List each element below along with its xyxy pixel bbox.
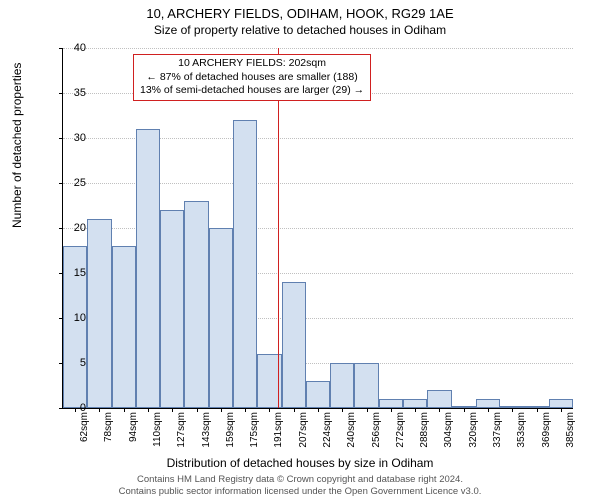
histogram-bar	[476, 399, 500, 408]
xtick-mark	[99, 408, 100, 412]
xtick-mark	[342, 408, 343, 412]
xtick-mark	[221, 408, 222, 412]
callout-box: 10 ARCHERY FIELDS: 202sqm← 87% of detach…	[133, 54, 371, 101]
xtick-label: 288sqm	[419, 412, 430, 448]
histogram-bar	[549, 399, 573, 408]
xtick-mark	[488, 408, 489, 412]
ytick-mark	[59, 48, 63, 49]
xtick-label: 110sqm	[152, 412, 163, 447]
ytick-label: 10	[74, 312, 86, 324]
xtick-label: 320sqm	[468, 412, 479, 448]
reference-line	[278, 48, 279, 408]
chart-title: 10, ARCHERY FIELDS, ODIHAM, HOOK, RG29 1…	[0, 0, 600, 21]
xtick-mark	[561, 408, 562, 412]
histogram-bar	[330, 363, 354, 408]
xtick-label: 191sqm	[273, 412, 284, 448]
x-axis-label: Distribution of detached houses by size …	[0, 456, 600, 470]
xtick-mark	[415, 408, 416, 412]
attribution-footer: Contains HM Land Registry data © Crown c…	[0, 474, 600, 498]
xtick-label: 385sqm	[565, 412, 576, 448]
ytick-label: 15	[74, 267, 86, 279]
xtick-mark	[464, 408, 465, 412]
histogram-bar	[379, 399, 403, 408]
xtick-label: 272sqm	[395, 412, 406, 448]
xtick-label: 207sqm	[298, 412, 309, 448]
xtick-mark	[197, 408, 198, 412]
xtick-label: 369sqm	[541, 412, 552, 448]
xtick-label: 353sqm	[516, 412, 527, 448]
ytick-mark	[59, 228, 63, 229]
footer-line-2: Contains public sector information licen…	[0, 486, 600, 498]
xtick-mark	[75, 408, 76, 412]
xtick-label: 127sqm	[176, 412, 187, 448]
xtick-label: 159sqm	[225, 412, 236, 448]
xtick-mark	[172, 408, 173, 412]
footer-line-1: Contains HM Land Registry data © Crown c…	[0, 474, 600, 486]
ytick-mark	[59, 93, 63, 94]
histogram-bar	[354, 363, 378, 408]
xtick-label: 224sqm	[322, 412, 333, 448]
histogram-bar	[306, 381, 330, 408]
xtick-mark	[391, 408, 392, 412]
chart-container: 10, ARCHERY FIELDS, ODIHAM, HOOK, RG29 1…	[0, 0, 600, 500]
xtick-label: 337sqm	[492, 412, 503, 448]
ytick-mark	[59, 183, 63, 184]
xtick-mark	[124, 408, 125, 412]
histogram-bar	[112, 246, 136, 408]
ytick-mark	[59, 408, 63, 409]
ytick-label: 40	[74, 42, 86, 54]
gridline	[63, 48, 573, 49]
plot-area: 62sqm78sqm94sqm110sqm127sqm143sqm159sqm1…	[62, 48, 572, 408]
histogram-bar	[403, 399, 427, 408]
callout-line: 13% of semi-detached houses are larger (…	[140, 84, 364, 98]
xtick-label: 175sqm	[249, 412, 260, 448]
callout-line: 10 ARCHERY FIELDS: 202sqm	[140, 57, 364, 71]
xtick-label: 304sqm	[443, 412, 454, 448]
xtick-label: 62sqm	[79, 412, 90, 442]
ytick-label: 0	[80, 402, 86, 414]
ytick-label: 25	[74, 177, 86, 189]
xtick-mark	[318, 408, 319, 412]
xtick-mark	[367, 408, 368, 412]
xtick-mark	[512, 408, 513, 412]
xtick-mark	[245, 408, 246, 412]
histogram-bar	[136, 129, 160, 408]
histogram-bar	[184, 201, 208, 408]
xtick-label: 78sqm	[103, 412, 114, 442]
ytick-label: 30	[74, 132, 86, 144]
chart-subtitle: Size of property relative to detached ho…	[0, 21, 600, 37]
xtick-mark	[537, 408, 538, 412]
y-axis-label: Number of detached properties	[10, 63, 24, 228]
xtick-label: 240sqm	[346, 412, 357, 448]
histogram-bar	[160, 210, 184, 408]
histogram-bar	[427, 390, 451, 408]
histogram-bar	[87, 219, 111, 408]
ytick-label: 35	[74, 87, 86, 99]
histogram-bar	[233, 120, 257, 408]
histogram-bar	[282, 282, 306, 408]
ytick-mark	[59, 138, 63, 139]
histogram-bar	[209, 228, 233, 408]
xtick-mark	[294, 408, 295, 412]
xtick-mark	[269, 408, 270, 412]
callout-line: ← 87% of detached houses are smaller (18…	[140, 71, 364, 85]
xtick-label: 256sqm	[371, 412, 382, 448]
xtick-mark	[439, 408, 440, 412]
plot: 62sqm78sqm94sqm110sqm127sqm143sqm159sqm1…	[62, 48, 573, 409]
ytick-label: 20	[74, 222, 86, 234]
ytick-label: 5	[80, 357, 86, 369]
xtick-mark	[148, 408, 149, 412]
xtick-label: 143sqm	[201, 412, 212, 448]
xtick-label: 94sqm	[128, 412, 139, 442]
